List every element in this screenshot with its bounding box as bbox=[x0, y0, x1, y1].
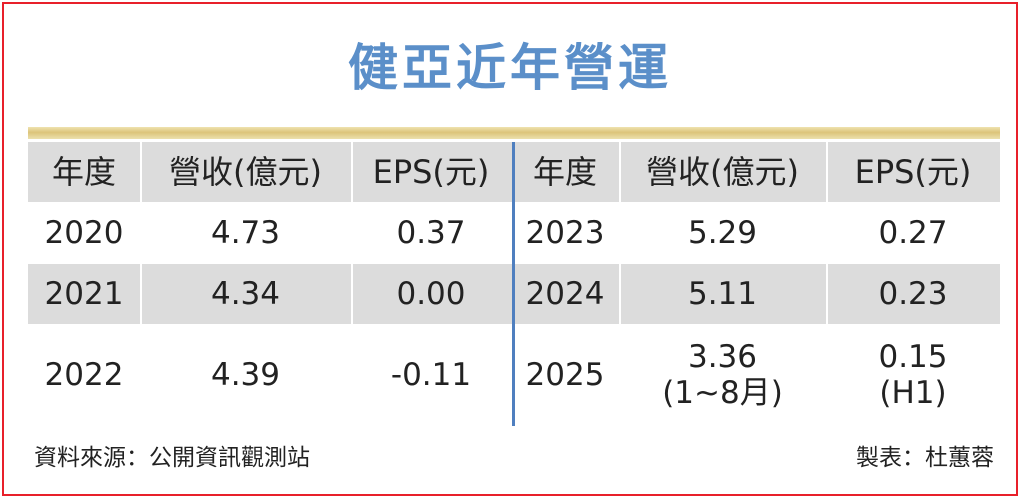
cell-revenue: 5.11 bbox=[687, 276, 758, 312]
frame bbox=[2, 2, 1018, 496]
column-divider bbox=[351, 142, 353, 426]
table-row: 2022 4.39 -0.11 2025 3.36 (1~8月) 0.15 (H… bbox=[28, 324, 1000, 426]
cell-year: 2025 bbox=[525, 357, 605, 393]
cell-revenue: 3.36 bbox=[687, 339, 757, 375]
column-divider bbox=[140, 142, 142, 426]
header-revenue-left: 營收(億元) bbox=[169, 153, 322, 191]
table-row: 2020 4.73 0.37 2023 5.29 0.27 bbox=[28, 202, 1000, 264]
cell-revenue: 4.39 bbox=[210, 357, 281, 393]
cell-revenue-note: (1~8月) bbox=[662, 375, 783, 411]
header-revenue-right: 營收(億元) bbox=[646, 153, 799, 191]
cell-year: 2022 bbox=[44, 357, 124, 393]
cell-year: 2020 bbox=[44, 215, 124, 251]
gold-rule bbox=[28, 127, 1000, 139]
center-divider bbox=[512, 142, 515, 426]
cell-eps: 0.27 bbox=[878, 215, 948, 251]
header-year-left: 年度 bbox=[51, 153, 116, 191]
cell-revenue: 5.29 bbox=[687, 215, 758, 251]
source-note: 資料來源：公開資訊觀測站 bbox=[34, 445, 310, 471]
cell-eps-note: (H1) bbox=[879, 375, 947, 411]
cell-year: 2021 bbox=[44, 276, 124, 312]
cell-eps: 0.23 bbox=[878, 276, 948, 312]
chart-title: 健亞近年營運 bbox=[348, 39, 672, 97]
cell-revenue-stack: 3.36 (1~8月) bbox=[619, 324, 826, 426]
cell-eps-stack: 0.15 (H1) bbox=[826, 324, 1000, 426]
cell-eps: 0.37 bbox=[396, 215, 466, 251]
cell-year: 2023 bbox=[525, 215, 605, 251]
header-year-right: 年度 bbox=[532, 153, 597, 191]
cell-eps: 0.15 bbox=[878, 339, 948, 375]
column-divider bbox=[826, 142, 828, 426]
header-eps-left: EPS(元) bbox=[372, 153, 490, 191]
cell-eps: 0.00 bbox=[396, 276, 466, 312]
cell-eps: -0.11 bbox=[390, 357, 472, 393]
cell-revenue: 4.73 bbox=[210, 215, 281, 251]
cell-revenue: 4.34 bbox=[210, 276, 281, 312]
column-divider bbox=[619, 142, 621, 426]
maker-note: 製表：杜蕙蓉 bbox=[856, 445, 994, 471]
cell-year: 2024 bbox=[525, 276, 605, 312]
header-eps-right: EPS(元) bbox=[854, 153, 972, 191]
